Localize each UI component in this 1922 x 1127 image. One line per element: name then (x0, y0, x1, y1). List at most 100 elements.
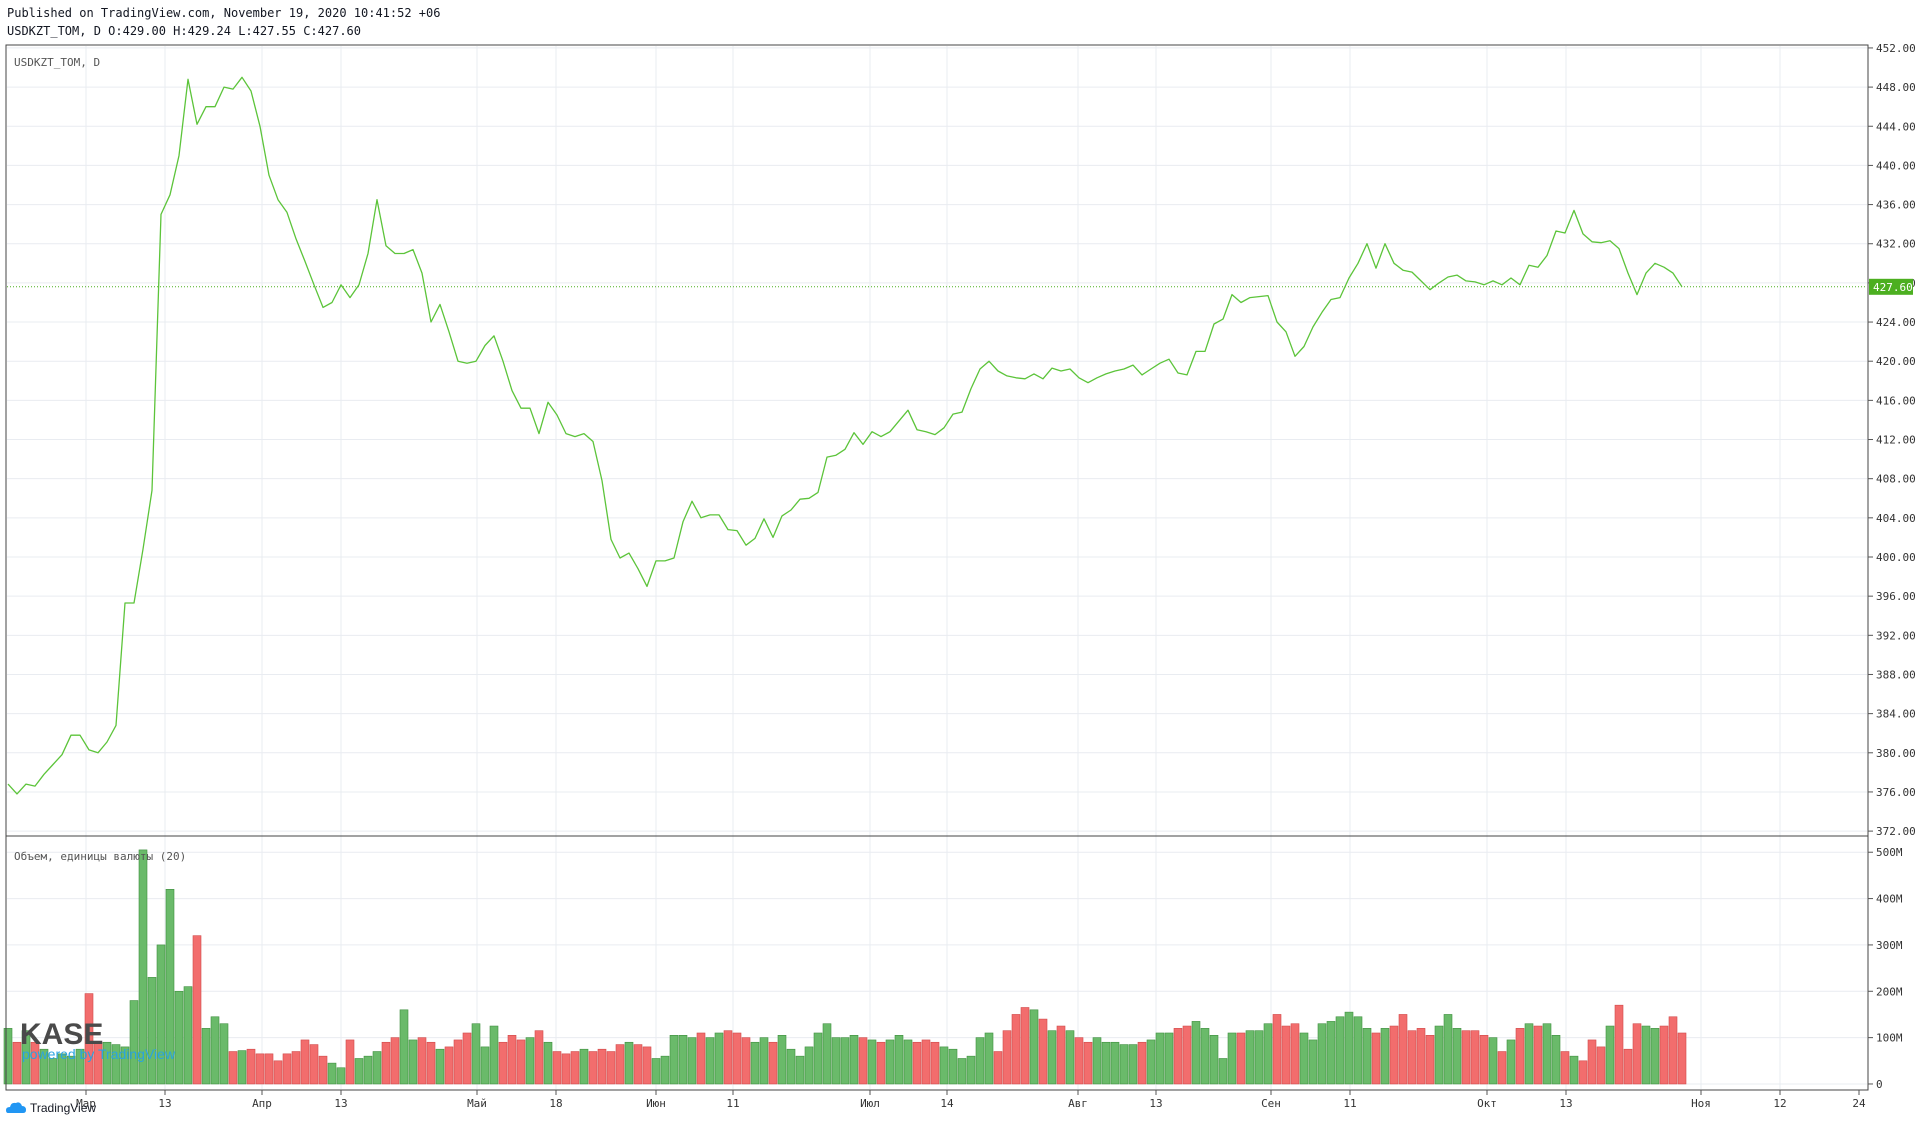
volume-bar (246, 1048, 256, 1085)
watermark-sub: powered by TradingView (22, 1046, 176, 1062)
volume-bar (705, 1037, 715, 1085)
volume-bar (930, 1041, 940, 1085)
volume-bar (1398, 1014, 1408, 1085)
price-pane-frame (5, 44, 1869, 837)
volume-bar (1533, 1025, 1543, 1085)
volume-bar (570, 1051, 580, 1085)
grid (7, 46, 1867, 1089)
volume-bar (363, 1055, 373, 1085)
volume-bar (1344, 1011, 1354, 1085)
time-tick-label: Окт (1477, 1097, 1497, 1110)
volume-bar (741, 1037, 751, 1085)
price-tick-label: 440.00 (1876, 159, 1916, 172)
volume-bar (111, 1044, 121, 1085)
volume-bar (615, 1044, 625, 1085)
price-tick-label: 380.00 (1876, 747, 1916, 760)
time-tick-label: Мар (76, 1097, 96, 1110)
time-tick-label: 11 (1343, 1097, 1356, 1110)
volume-bar (1362, 1028, 1372, 1085)
volume-bar (48, 1058, 58, 1085)
volume-bar (372, 1051, 382, 1085)
volume-bar (1038, 1018, 1048, 1085)
volume-bar (822, 1023, 832, 1085)
volume-bar (1407, 1030, 1417, 1085)
volume-bar (498, 1041, 508, 1085)
volume-bar (1020, 1007, 1030, 1085)
volume-bar (174, 990, 184, 1085)
volume-bar (678, 1035, 688, 1085)
time-tick-label: 18 (549, 1097, 562, 1110)
volume-bar (183, 986, 193, 1085)
price-axis[interactable]: 452.00448.00444.00440.00436.00432.00428.… (1868, 42, 1916, 838)
volume-bar (1389, 1025, 1399, 1085)
ohlc-header: USDKZT_TOM, D O:429.00 H:429.24 L:427.55… (7, 24, 362, 38)
volume-bar (1614, 1004, 1624, 1085)
time-tick-label: 11 (726, 1097, 739, 1110)
volume-bar (84, 993, 94, 1085)
volume-bar (1209, 1035, 1219, 1085)
volume-pane-label: Объем, единицы валюты (20) (14, 850, 186, 863)
volume-bar (1263, 1023, 1273, 1085)
volume-tick-label: 200M (1876, 985, 1903, 998)
volume-bar (1551, 1035, 1561, 1085)
volume-bar (948, 1048, 958, 1085)
price-line (7, 76, 1683, 795)
volume-axis[interactable]: 500M 400M 300M 200M 100M 0 (1868, 846, 1903, 1091)
volume-bar (426, 1041, 436, 1085)
volume-bar (165, 889, 175, 1085)
volume-bar (345, 1039, 355, 1085)
time-tick-label: 14 (940, 1097, 954, 1110)
volume-bar (579, 1048, 589, 1085)
volume-bar (894, 1035, 904, 1085)
volume-bar (480, 1046, 490, 1085)
kase-watermark: KASE powered by TradingView (20, 1018, 176, 1062)
footer-brand[interactable]: TradingView (6, 1101, 96, 1115)
volume-bar (651, 1058, 661, 1085)
volume-bar (1506, 1039, 1516, 1085)
volume-bar (1623, 1048, 1633, 1085)
volume-bar (1371, 1032, 1381, 1085)
volume-bar (1218, 1058, 1228, 1085)
price-tick-label: 400.00 (1876, 551, 1916, 564)
volume-bar (1452, 1028, 1462, 1085)
volume-bar (714, 1032, 724, 1085)
price-tick-label: 396.00 (1876, 590, 1916, 603)
volume-bar (1281, 1025, 1291, 1085)
time-tick-label: Сен (1261, 1097, 1281, 1110)
volume-bar (1245, 1030, 1255, 1085)
volume-bar (552, 1051, 562, 1085)
volume-bar (300, 1039, 310, 1085)
time-tick-label: 13 (158, 1097, 171, 1110)
price-tick-label: 376.00 (1876, 786, 1916, 799)
volume-bar (1227, 1032, 1237, 1085)
price-tick-label: 404.00 (1876, 512, 1916, 525)
volume-bar (1353, 1016, 1363, 1085)
volume-bar (561, 1053, 571, 1085)
time-axis[interactable]: Мар 13 Апр 13 Май 18 Июн 11 Июл 14 Авг 13 Сен 11 Окт 13… (76, 1090, 1866, 1110)
volume-tick-label: 100M (1876, 1032, 1903, 1045)
volume-bar (75, 1048, 85, 1085)
volume-bar (525, 1037, 535, 1085)
last-price-badge (1869, 278, 1913, 295)
volume-bar (39, 1048, 49, 1085)
volume-bar (867, 1039, 877, 1085)
volume-bar (1056, 1025, 1066, 1085)
volume-bar (228, 1051, 238, 1085)
volume-bar (957, 1058, 967, 1085)
volume-bar (1470, 1030, 1480, 1085)
price-tick-label: 424.00 (1876, 316, 1916, 329)
volume-bar (921, 1039, 931, 1085)
volume-bar (1524, 1023, 1534, 1085)
volume-bar (336, 1067, 346, 1085)
volume-pane-frame (5, 835, 1869, 1091)
price-tick-label: 412.00 (1876, 434, 1916, 447)
volume-bar (1164, 1032, 1174, 1085)
volume-bar (12, 1041, 22, 1085)
volume-bar (1668, 1016, 1678, 1085)
volume-bar (1173, 1028, 1183, 1085)
volume-bar (1650, 1028, 1660, 1085)
volume-bar (1092, 1037, 1102, 1085)
volume-bar (192, 935, 202, 1085)
volume-bar (606, 1051, 616, 1085)
